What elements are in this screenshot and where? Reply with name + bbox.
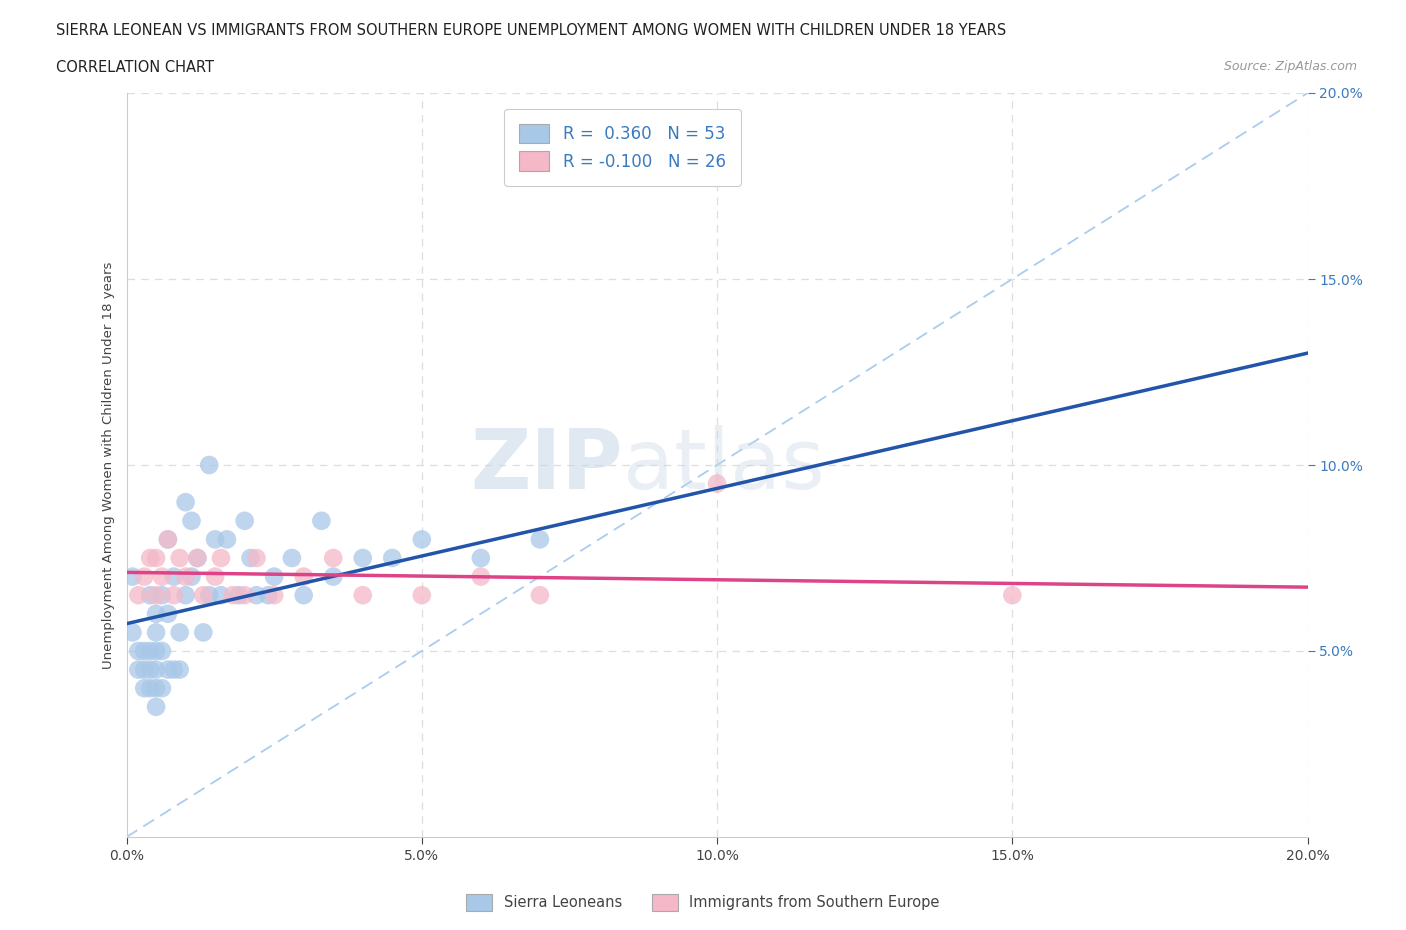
Point [145,662,167,677]
Y-axis label: Unemployment Among Women with Children Under 18 years: Unemployment Among Women with Children U… [103,261,115,669]
Point [706,476,728,491]
Point [163,662,186,677]
Text: ZIP: ZIP [470,424,623,506]
Point [145,625,167,640]
Point [209,588,232,603]
Point [180,513,202,528]
Text: CORRELATION CHART: CORRELATION CHART [56,60,214,75]
Point [1001,588,1024,603]
Point [145,606,167,621]
Point [163,569,186,584]
Point [150,644,173,658]
Point [150,588,173,603]
Point [263,569,285,584]
Point [292,569,315,584]
Point [121,569,143,584]
Text: SIERRA LEONEAN VS IMMIGRANTS FROM SOUTHERN EUROPE UNEMPLOYMENT AMONG WOMEN WITH : SIERRA LEONEAN VS IMMIGRANTS FROM SOUTHE… [56,23,1007,38]
Point [150,681,173,696]
Point [169,625,191,640]
Point [134,681,156,696]
Point [529,588,551,603]
Point [322,551,344,565]
Point [209,551,232,565]
Text: atlas: atlas [623,424,824,506]
Point [156,662,179,677]
Point [245,551,267,565]
Point [245,588,267,603]
Point [292,588,315,603]
Point [156,606,179,621]
Point [139,588,162,603]
Point [381,551,404,565]
Point [281,551,304,565]
Point [257,588,280,603]
Point [145,681,167,696]
Point [204,532,226,547]
Point [156,532,179,547]
Point [145,588,167,603]
Point [233,513,256,528]
Point [139,662,162,677]
Point [204,569,226,584]
Point [233,588,256,603]
Legend: R =  0.360   N = 53, R = -0.100   N = 26: R = 0.360 N = 53, R = -0.100 N = 26 [505,109,741,186]
Point [121,625,143,640]
Point [156,532,179,547]
Point [239,551,262,565]
Point [134,662,156,677]
Point [186,551,208,565]
Point [263,588,285,603]
Point [139,644,162,658]
Point [322,569,344,584]
Point [529,532,551,547]
Point [127,662,149,677]
Point [139,681,162,696]
Point [180,569,202,584]
Point [169,551,191,565]
Point [228,588,250,603]
Point [193,588,215,603]
Point [145,551,167,565]
Point [198,458,221,472]
Point [134,569,156,584]
Point [470,569,492,584]
Point [215,532,238,547]
Point [186,551,208,565]
Point [193,625,215,640]
Point [139,551,162,565]
Point [352,588,374,603]
Point [150,569,173,584]
Point [470,551,492,565]
Point [134,644,156,658]
Point [169,662,191,677]
Point [352,551,374,565]
Text: Source: ZipAtlas.com: Source: ZipAtlas.com [1223,60,1357,73]
Point [174,588,197,603]
Point [198,588,221,603]
Point [411,588,433,603]
Point [145,699,167,714]
Point [311,513,333,528]
Point [127,644,149,658]
Legend: Sierra Leoneans, Immigrants from Southern Europe: Sierra Leoneans, Immigrants from Souther… [458,886,948,918]
Point [127,588,149,603]
Point [174,569,197,584]
Point [411,532,433,547]
Point [174,495,197,510]
Point [145,644,167,658]
Point [163,588,186,603]
Point [222,588,245,603]
